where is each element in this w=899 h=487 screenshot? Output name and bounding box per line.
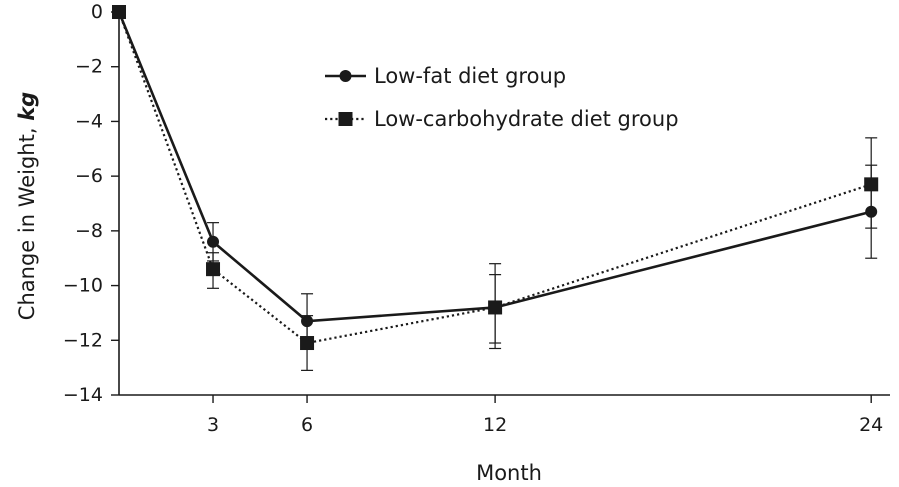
y-tick-label: 0	[91, 1, 103, 23]
low-carb-point	[112, 5, 126, 19]
y-tick-label: −2	[75, 56, 103, 78]
low-fat-point	[301, 315, 314, 328]
low-carb-legend-marker	[338, 112, 353, 126]
y-tick-label: −12	[63, 329, 103, 351]
x-tick-label: 24	[859, 414, 883, 436]
series-markers	[112, 5, 879, 351]
error-bars	[207, 137, 878, 371]
x-tick-label: 6	[301, 414, 313, 436]
x-tick-label: 12	[483, 414, 507, 436]
low-fat-point	[207, 235, 220, 248]
y-tick-label: −4	[75, 110, 103, 132]
low-carb-legend-label: Low-carbohydrate diet group	[374, 107, 679, 131]
y-tick-label: −10	[63, 275, 103, 297]
x-axis-label: Month	[476, 461, 542, 485]
low-fat-legend-label: Low-fat diet group	[374, 64, 566, 88]
y-tick-label: −14	[63, 384, 103, 406]
y-axis-label-main: Change in Weight,	[15, 121, 39, 320]
y-tick-label: −8	[75, 220, 103, 242]
low-carb-point	[206, 262, 221, 277]
y-tick-label: −6	[75, 165, 103, 187]
y-axis-label-unit: kg	[15, 92, 39, 121]
axes: 0 −2 −4 −6 −8 −10 −12 −14 3 6 12 24	[63, 1, 890, 436]
low-fat-legend-marker	[339, 70, 352, 82]
x-tick-label: 3	[207, 414, 219, 436]
low-carb-point	[864, 177, 879, 192]
low-carb-series-line	[117, 11, 872, 345]
legend: Low-fat diet group Low-carbohydrate diet …	[325, 64, 679, 131]
low-carb-point	[300, 336, 315, 351]
low-fat-point	[865, 205, 878, 218]
y-axis-label: Change in Weight, kg	[15, 92, 39, 320]
low-carb-point	[488, 300, 503, 315]
